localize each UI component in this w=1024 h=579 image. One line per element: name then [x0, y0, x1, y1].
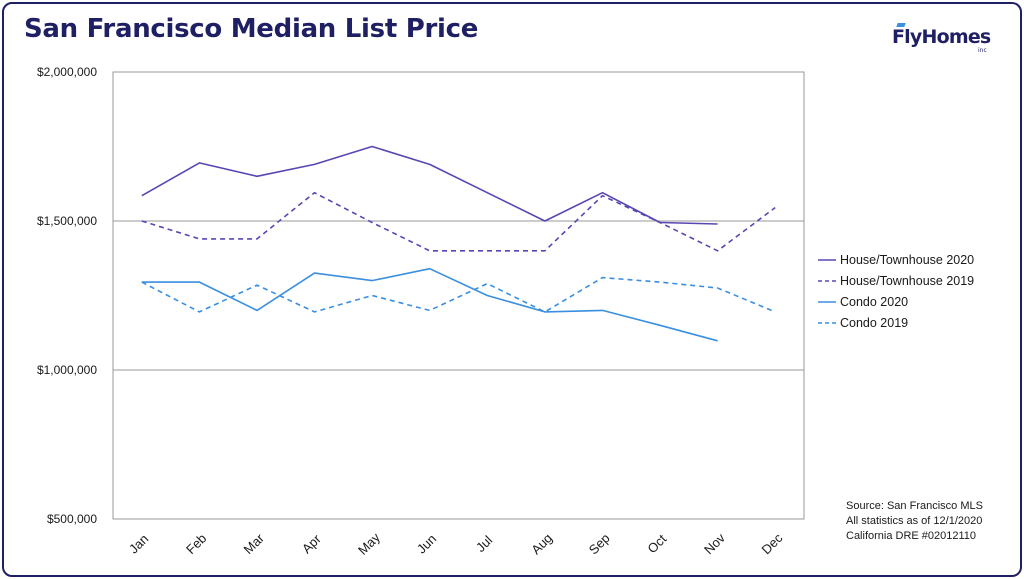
flyhomes-logo: FlyHomes inc	[892, 23, 1002, 56]
legend-entry: Condo 2020	[840, 295, 908, 309]
logo-text: FlyHomes	[892, 26, 991, 48]
x-tick-label: Aug	[528, 530, 555, 557]
series-line-house-townhouse-2020	[141, 145, 718, 225]
y-tick-label: $1,500,000	[37, 214, 97, 228]
x-tick-label: Feb	[183, 531, 209, 557]
legend-entry: Condo 2019	[840, 316, 908, 330]
x-tick-label: Apr	[299, 531, 324, 556]
x-tick-label: Nov	[701, 530, 728, 557]
source-line: All statistics as of 12/1/2020	[846, 515, 983, 527]
x-tick-label: May	[355, 529, 383, 557]
y-tick-label: $2,000,000	[37, 65, 97, 79]
y-tick-label: $500,000	[47, 512, 97, 526]
x-tick-label: Jun	[414, 531, 439, 556]
source-line: California DRE #02012110	[846, 530, 977, 542]
x-tick-label: Oct	[644, 531, 669, 556]
x-tick-label: Jan	[126, 531, 151, 556]
series-line-condo-2020	[141, 267, 718, 342]
x-tick-label: Jul	[473, 533, 495, 555]
source-line: Source: San Francisco MLS	[846, 500, 983, 512]
legend-entry: House/Townhouse 2019	[840, 274, 974, 288]
series-line-house-townhouse-2019	[141, 191, 776, 252]
chart-title: San Francisco Median List Price	[24, 14, 479, 44]
legend-entry: House/Townhouse 2020	[840, 253, 974, 267]
x-tick-label: Dec	[759, 530, 786, 557]
x-tick-label: Sep	[586, 530, 613, 557]
source-note: Source: San Francisco MLS All statistics…	[846, 499, 983, 544]
series-line-condo-2019	[141, 276, 776, 313]
plot-area	[112, 71, 805, 520]
y-tick-label: $1,000,000	[37, 363, 97, 377]
logo-suffix: inc	[978, 47, 987, 54]
x-tick-label: Mar	[241, 530, 268, 557]
